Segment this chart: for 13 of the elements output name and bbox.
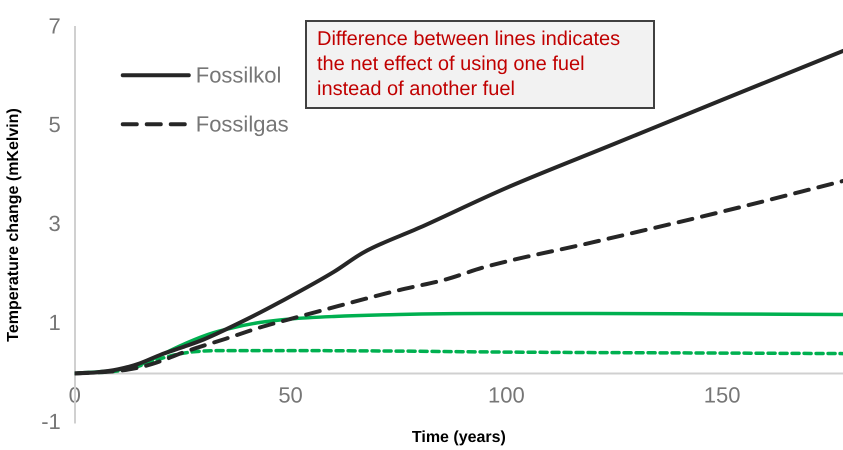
x-axis-title: Time (years)	[412, 428, 506, 446]
x-tick-label: 150	[704, 382, 741, 408]
y-axis-title: Temperature change (mKelvin)	[5, 108, 22, 342]
x-tick-label: 50	[278, 382, 303, 408]
text-box: Difference between lines indicates the net effect of using one fuel instead of another fuel	[305, 20, 655, 109]
legend-label: Fossilgas	[196, 111, 289, 136]
x-tick-label: 100	[488, 382, 525, 408]
y-tick-label: 3	[48, 211, 61, 236]
y-tick-label: 7	[48, 13, 61, 38]
y-tick-label: -1	[41, 408, 61, 434]
y-tick-label: 1	[48, 310, 61, 335]
y-tick-label: 5	[48, 112, 61, 138]
legend-label: Fossilkol	[196, 62, 282, 88]
